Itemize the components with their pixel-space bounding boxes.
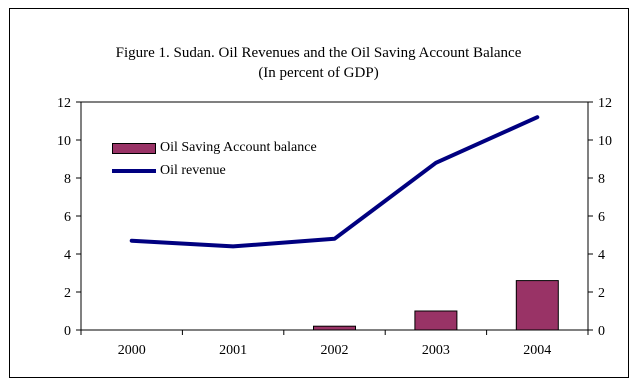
legend-bar-swatch — [112, 142, 156, 154]
y2-tick-label: 8 — [598, 172, 605, 187]
y2-tick-label: 0 — [598, 324, 605, 339]
chart-title: Figure 1. Sudan. Oil Revenues and the Oi… — [115, 45, 522, 61]
y-tick-label: 12 — [57, 96, 71, 111]
legend-item-line: Oil revenue — [112, 163, 226, 179]
x-tick-label: 2003 — [422, 343, 450, 358]
y-tick-label: 10 — [57, 134, 71, 149]
chart-axes — [76, 101, 593, 335]
y-tick-label: 8 — [64, 172, 71, 187]
line-series — [129, 115, 540, 249]
y-tick-label: 6 — [64, 210, 71, 225]
x-tick-label: 2002 — [321, 343, 349, 358]
x-tick-label: 2004 — [523, 343, 551, 358]
plot-area-border — [80, 101, 589, 331]
bar — [414, 310, 458, 331]
y2-tick-label: 10 — [598, 134, 612, 149]
legend-item-bar: Oil Saving Account balance — [112, 140, 317, 156]
chart-subtitle: (In percent of GDP) — [258, 65, 379, 81]
y-tick-label: 0 — [64, 324, 71, 339]
y2-tick-label: 2 — [598, 286, 605, 301]
y2-tick-label: 12 — [598, 96, 612, 111]
bar-series — [313, 280, 559, 331]
legend-line-swatch — [112, 169, 156, 173]
y2-tick-label: 6 — [598, 210, 605, 225]
y-tick-label: 2 — [64, 286, 71, 301]
y2-tick-label: 4 — [598, 248, 605, 263]
oil-revenue-line — [129, 115, 540, 249]
x-tick-label: 2001 — [219, 343, 247, 358]
y-tick-label: 4 — [64, 248, 71, 263]
legend-line-label: Oil revenue — [160, 163, 226, 178]
bar — [313, 325, 356, 331]
bar — [515, 280, 559, 331]
x-tick-label: 2000 — [118, 343, 146, 358]
axis-labels: 0 0 2 2 4 4 6 6 8 8 10 10 12 12 2000 2001 2002 2003 2004 — [57, 96, 612, 358]
legend-bar-label: Oil Saving Account balance — [160, 140, 317, 155]
